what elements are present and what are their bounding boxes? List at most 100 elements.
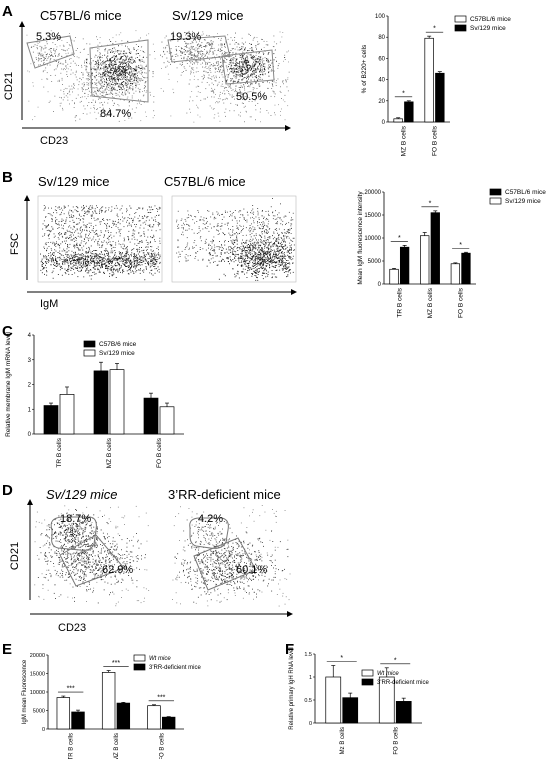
panel-a-left-gate-mz-label: 5.3%	[36, 31, 61, 43]
x-tick-label: TR B cells	[56, 437, 63, 467]
panel-d-left-gate-mz	[50, 516, 97, 551]
panel-letter-e: E	[2, 641, 12, 658]
legend-swatch	[361, 669, 374, 677]
panel-d-strain-right: 3’RR-deficient mice	[168, 487, 281, 502]
panel-b-strain-left: Sv/129 mice	[38, 174, 110, 189]
y-tick-label: 20	[378, 99, 385, 105]
chart-a: 0 20 40 60 80 100 % of B220+ cells * MZ B cells *…	[361, 14, 511, 156]
y-tick-label: 80	[378, 35, 385, 41]
y-tick-label: 20000	[364, 190, 381, 196]
legend-label: Sv/129 mice	[470, 25, 506, 32]
panel-b-left-scatter	[40, 205, 161, 281]
y-tick-label: 10000	[364, 236, 381, 242]
legend-swatch	[454, 24, 467, 32]
legend-label: C57BL/6 mice	[470, 16, 511, 23]
y-tick-label: 2	[28, 383, 32, 389]
y-tick-label: 0.5	[304, 698, 312, 704]
y-axis-label: Mean IgM fluorescence intensity	[357, 191, 364, 285]
bar	[143, 397, 159, 435]
chart-f: 0 0.5 1 1.5 Relative primary IgH RNA level * M…	[289, 647, 429, 754]
legend-label: Sv/129 mice	[99, 350, 135, 357]
panel-d-right-gate-fo	[193, 537, 257, 591]
bar	[71, 711, 85, 730]
significance-mark: *	[394, 657, 397, 664]
panel-d-ylabel: CD21	[9, 542, 21, 570]
panel-d-left-gate-fo	[59, 534, 125, 587]
y-tick-label: 60	[378, 56, 385, 62]
x-tick-label: MZ B cells	[106, 437, 113, 468]
panel-a-left-gate-fo-label: 84.7%	[100, 108, 131, 120]
y-tick-label: 5000	[33, 709, 45, 715]
legend-label: C57B/6 mice	[99, 341, 137, 348]
bar	[109, 369, 125, 435]
panel-letter-b: B	[2, 169, 13, 186]
panel-letter-c: C	[2, 323, 13, 340]
bar	[159, 406, 175, 435]
x-tick-label: MZ B cells	[401, 125, 408, 156]
bar	[424, 37, 434, 123]
bar	[395, 701, 412, 724]
significance-mark: *	[459, 242, 462, 249]
panel-a-right-gate-fo	[221, 49, 275, 85]
x-tick-label: Mz B cells	[340, 727, 346, 754]
y-tick-label: 5000	[368, 259, 382, 265]
panel-letter-d: D	[2, 482, 13, 499]
y-tick-label: 1	[28, 407, 32, 413]
bar	[342, 697, 359, 724]
y-axis-label: Relative primary IgH RNA level	[289, 647, 295, 729]
panel-a-xlabel: CD23	[40, 135, 68, 147]
x-tick-label: MZ B cells	[114, 733, 120, 759]
y-tick-label: 0	[309, 721, 312, 727]
legend-swatch	[83, 340, 96, 348]
y-axis-label: % of B220+ cells	[361, 44, 368, 93]
bar	[404, 101, 414, 123]
legend-label: Sv/129 mice	[505, 198, 541, 205]
significance-mark: *	[398, 235, 401, 242]
panel-a-strain-right: Sv/129 mice	[172, 8, 244, 23]
x-tick-label: TR B cells	[69, 733, 75, 759]
panel-a-flow: C57BL/6 mice Sv/129 mice 5.3% 84.7% 19.3…	[3, 8, 291, 147]
legend-swatch	[83, 349, 96, 357]
bar	[420, 235, 430, 285]
panel-d-strain-left: Sv/129 mice	[46, 487, 118, 502]
significance-mark: *	[340, 655, 343, 662]
y-tick-label: 1.5	[304, 652, 312, 658]
y-tick-label: 0	[42, 727, 45, 733]
panel-d-xlabel: CD23	[58, 622, 86, 634]
bar	[450, 263, 461, 285]
bar	[389, 268, 399, 285]
bar	[59, 394, 75, 435]
x-tick-label: TR B cells	[396, 287, 403, 317]
panel-a-right-scatter	[160, 30, 290, 123]
panel-a-left-gate-mz	[26, 35, 75, 69]
x-tick-label: FO B cells	[458, 287, 465, 318]
panel-d-right-gate-mz	[189, 517, 229, 549]
panel-b-strain-right: C57BL/6 mice	[164, 174, 246, 189]
x-tick-label: FO B cells	[159, 733, 165, 759]
bar	[56, 697, 71, 730]
panel-a-left-scatter	[26, 30, 156, 122]
bar	[93, 370, 109, 435]
y-tick-label: 1	[309, 675, 312, 681]
panel-a-right-gate-mz-label: 19.3%	[170, 31, 201, 43]
legend-swatch	[133, 654, 146, 662]
y-tick-label: 4	[28, 333, 32, 339]
panel-d-left-gate-fo-label: 62.9%	[102, 564, 133, 576]
panel-b-right-plot-frame	[171, 195, 297, 283]
y-axis-label: IgM mean Fluorescence	[22, 659, 28, 724]
panel-d-left-scatter	[34, 505, 150, 607]
y-tick-label: 15000	[30, 672, 45, 678]
panel-b-right-scatter	[176, 198, 295, 281]
x-tick-label: FO B cells	[393, 727, 399, 755]
legend-label: 3'RR-deficient mice	[149, 665, 201, 671]
panel-a-strain-left: C57BL/6 mice	[40, 8, 122, 23]
y-tick-label: 0	[382, 120, 386, 126]
significance-mark: ***	[67, 686, 75, 693]
bar	[101, 672, 116, 730]
panel-a-right-gate-fo-label: 50.5%	[236, 91, 267, 103]
panel-b-ylabel: FSC	[9, 233, 21, 255]
